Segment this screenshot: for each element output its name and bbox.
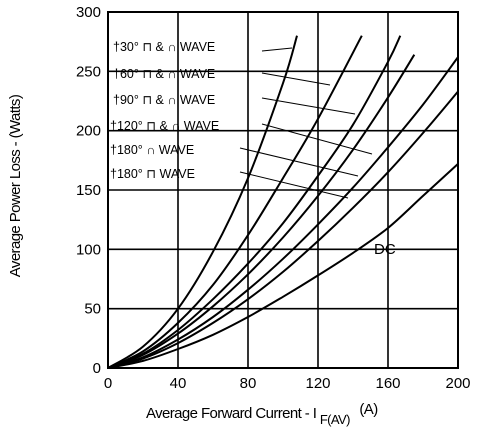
x-axis-title: Average Forward Current - I F(AV) (A)	[146, 401, 378, 428]
curve-labels: †30° ⊓ & ∩ WAVE†60° ⊓ & ∩ WAVE†90° ⊓ & ∩…	[110, 40, 219, 181]
curve-4	[107, 56, 459, 369]
x-tick-label: 120	[305, 375, 330, 392]
x-axis-title-unit: (A)	[359, 401, 378, 418]
waveform-symbols: ∩	[146, 143, 158, 157]
wave-word: WAVE	[184, 119, 219, 133]
wave-word: WAVE	[180, 93, 215, 107]
x-tick-label: 40	[170, 375, 187, 392]
curve-label-text: †120° ⊓ & ∩ WAVE	[110, 119, 219, 133]
plot-frame	[107, 11, 459, 369]
curve-label-text: †180° ∩ WAVE	[110, 143, 194, 157]
wave-word: WAVE	[160, 167, 195, 181]
curve-label-text: †30° ⊓ & ∩ WAVE	[113, 40, 215, 54]
label-leader-lines	[239, 47, 373, 199]
curve-label-4: †180° ∩ WAVE	[110, 143, 194, 157]
x-axis-title-main: Average Forward Current - I	[146, 405, 316, 422]
leader-line-5	[239, 171, 349, 199]
x-tick-label: 160	[375, 375, 400, 392]
conduction-angle: †30°	[113, 40, 142, 54]
dc-annotation: DC	[374, 241, 396, 258]
leader-line-4	[239, 147, 359, 177]
conduction-angle: †90°	[113, 93, 142, 107]
waveform-symbols: ⊓	[146, 167, 159, 181]
conduction-angle: †60°	[113, 67, 142, 81]
y-axis-title: Average Power Loss - (Watts)	[7, 94, 24, 277]
tick-labels: 0 40 80 120 160 200 0 50 100 150 200 250 300	[76, 4, 471, 392]
curve-5	[107, 90, 459, 369]
y-tick-label: 200	[76, 123, 101, 140]
leader-line-1	[261, 72, 331, 86]
curve-1	[107, 35, 363, 369]
y-tick-label: 300	[76, 4, 101, 21]
wave-word: WAVE	[159, 143, 194, 157]
y-tick-label: 150	[76, 182, 101, 199]
conduction-angle: †180°	[110, 167, 146, 181]
conduction-angle: †180°	[110, 143, 146, 157]
curve-label-text: †60° ⊓ & ∩ WAVE	[113, 67, 215, 81]
waveform-symbols: ⊓ & ∩	[142, 40, 180, 54]
wave-word: WAVE	[180, 40, 215, 54]
curve-2	[107, 35, 402, 369]
curve-label-2: †90° ⊓ & ∩ WAVE	[113, 93, 215, 107]
curve-label-1: †60° ⊓ & ∩ WAVE	[113, 67, 215, 81]
curve-3	[107, 54, 416, 369]
x-tick-label: 200	[445, 375, 470, 392]
y-tick-label: 100	[76, 241, 101, 258]
wave-word: WAVE	[180, 67, 215, 81]
y-tick-label: 50	[84, 301, 101, 318]
x-tick-label: 0	[104, 375, 112, 392]
curve-label-3: †120° ⊓ & ∩ WAVE	[110, 119, 219, 133]
curve-0	[107, 35, 298, 369]
x-axis-title-subscript: F(AV)	[320, 412, 350, 427]
grid	[107, 11, 459, 369]
leader-line-3	[261, 123, 373, 155]
waveform-symbols: ⊓ & ∩	[146, 119, 184, 133]
waveform-symbols: ⊓ & ∩	[142, 67, 180, 81]
leader-line-0	[261, 47, 293, 52]
waveform-symbols: ⊓ & ∩	[142, 93, 180, 107]
curve-label-0: †30° ⊓ & ∩ WAVE	[113, 40, 215, 54]
curve-label-5: †180° ⊓ WAVE	[110, 167, 195, 181]
x-tick-label: 80	[240, 375, 257, 392]
y-tick-label: 0	[93, 360, 101, 377]
leader-line-2	[261, 97, 356, 115]
y-tick-label: 250	[76, 63, 101, 80]
curve-6	[107, 163, 459, 369]
conduction-angle: †120°	[110, 119, 146, 133]
curve-label-text: †90° ⊓ & ∩ WAVE	[113, 93, 215, 107]
curves	[107, 35, 459, 369]
curve-label-text: †180° ⊓ WAVE	[110, 167, 195, 181]
